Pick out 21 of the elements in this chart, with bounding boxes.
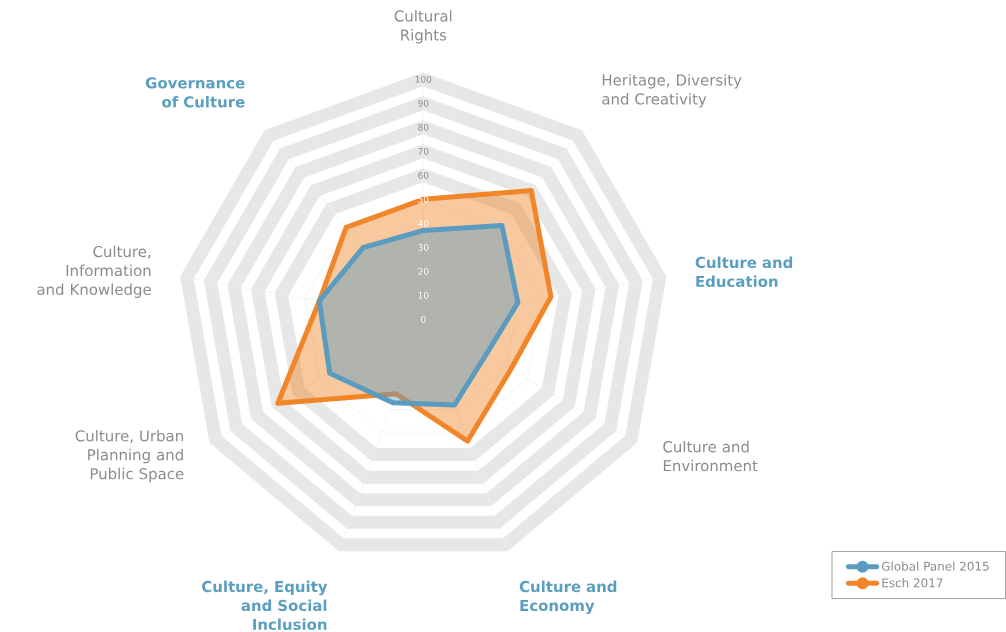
legend-label: Global Panel 2015: [881, 561, 989, 571]
spoke-label: Culture and Economy: [519, 580, 617, 615]
spoke-label: Culture, Equity and Social Inclusion: [202, 580, 328, 631]
y-tick-label: 60: [418, 171, 429, 179]
y-tick-label: 0: [421, 315, 426, 323]
spoke-label: Culture, Information and Knowledge: [37, 245, 151, 298]
spoke-label: Culture and Education: [695, 256, 793, 288]
spoke-label: Cultural Rights: [394, 10, 452, 44]
y-tick-label: 100: [415, 75, 432, 83]
y-tick-label: 70: [418, 147, 429, 155]
y-tick-label: 80: [418, 123, 429, 131]
y-tick-label: 10: [418, 291, 429, 299]
y-tick-label: 30: [418, 243, 429, 251]
y-tick-label: 20: [418, 267, 429, 275]
spoke-label: Heritage, Diversity and Creativity: [602, 74, 742, 108]
spoke-label: Culture and Environment: [663, 440, 758, 472]
spoke-label: Culture, Urban Planning and Public Space: [75, 429, 184, 483]
legend-label: Esch 2017: [882, 578, 943, 588]
y-tick-label: 40: [418, 219, 429, 227]
y-tick-label: 90: [418, 99, 429, 107]
spoke-label: Governance of Culture: [145, 77, 245, 108]
